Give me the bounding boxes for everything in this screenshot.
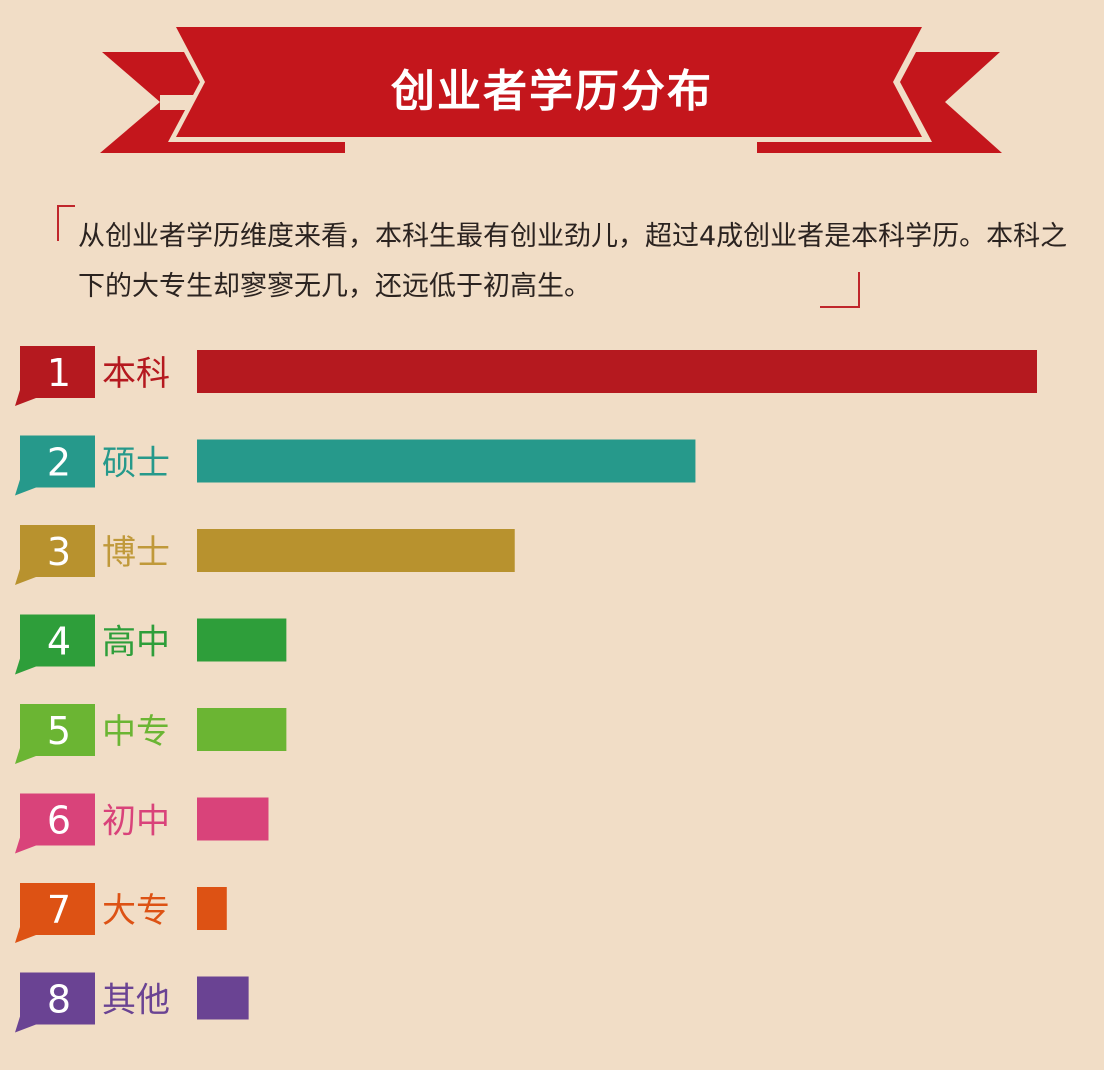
rank-number: 1 [47,351,71,395]
category-label: 中专 [102,712,170,752]
rank-number: 8 [47,978,71,1022]
bar [197,976,249,1020]
bar [197,439,696,483]
quote-bracket-close [820,272,860,308]
rank-badge [15,435,95,496]
chart-title: 创业者学历分布 [391,66,713,117]
rank-badge [15,972,95,1033]
bar-row-6: 6 初中 [15,793,269,854]
rank-number: 4 [47,620,71,664]
rank-badge [15,883,95,943]
category-label: 初中 [102,802,170,842]
bar-row-3: 3 博士 [15,525,515,585]
bar-row-7: 7 大专 [15,883,227,943]
category-label: 高中 [102,623,170,663]
bar-row-2: 2 硕士 [15,435,696,496]
bar [197,708,287,751]
bar-row-8: 8 其他 [15,972,249,1033]
bar-row-4: 4 高中 [15,614,287,675]
rank-number: 7 [47,888,71,932]
rank-badge [15,525,95,585]
bar [197,797,269,841]
bar [197,350,1037,393]
category-label: 硕士 [102,444,170,484]
bar [197,887,227,930]
rank-badge [15,704,95,764]
title-ribbon [100,22,1002,153]
category-label: 本科 [102,354,170,394]
rank-badge [15,614,95,675]
bar [197,529,515,572]
bar-row-1: 1 本科 [15,346,1037,406]
quote-bracket-open [57,205,75,241]
ribbon-main [176,27,922,137]
description-text: 从创业者学历维度来看，本科生最有创业劲儿，超过4成创业者是本科学历。本科之下的大… [78,221,1068,302]
category-label: 博士 [102,533,170,573]
category-label: 其他 [102,981,170,1021]
rank-number: 2 [47,441,71,485]
bar [197,618,287,662]
rank-number: 3 [47,530,71,574]
rank-badge [15,346,95,406]
bar-row-5: 5 中专 [15,704,287,764]
rank-badge [15,793,95,854]
bar-chart: 1 本科 2 硕士 3 博士 4 高中 5 中专 6 初中 7 大专 8 其他 [15,346,1037,1033]
rank-number: 6 [47,799,71,843]
rank-number: 5 [47,709,71,753]
category-label: 大专 [102,891,170,931]
